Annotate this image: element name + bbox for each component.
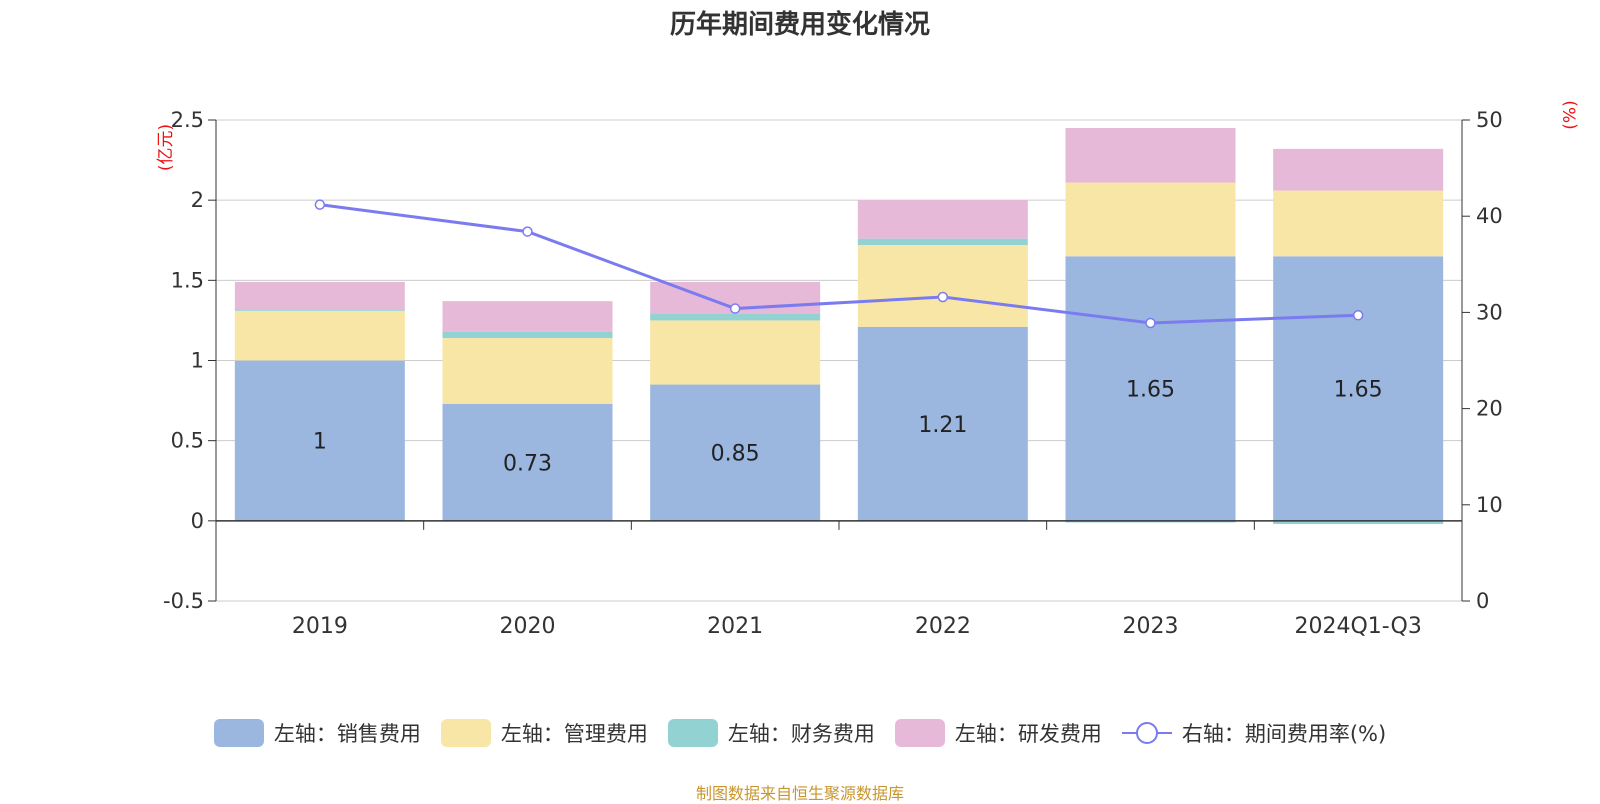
bar-segment-sales	[1065, 256, 1236, 521]
expense-rate-point	[729, 303, 741, 314]
bar-segment-sales	[1273, 256, 1444, 521]
legend-item-admin[interactable]: 左轴：管理费用	[440, 718, 648, 748]
left-axis-tick-label: 2.5	[171, 108, 204, 132]
expense-rate-point	[314, 199, 326, 210]
legend-label-rd: 左轴：研发费用	[954, 722, 1102, 746]
expense-rate-point	[937, 291, 949, 303]
legend-swatch-rd	[894, 719, 945, 747]
bar-segment-rd	[234, 281, 405, 310]
bar-segment-rd	[857, 200, 1028, 239]
bar-segment-admin	[442, 338, 613, 404]
legend-item-finance[interactable]: 左轴：财务费用	[667, 718, 875, 748]
left-axis-tick-label: 0.5	[171, 429, 204, 453]
left-axis-tick-label: 1	[191, 349, 204, 373]
bar-segment-admin	[857, 245, 1028, 327]
legend-item-rd[interactable]: 左轴：研发费用	[894, 718, 1102, 748]
bar-segment-finance	[1273, 520, 1444, 525]
expense-rate-line	[319, 203, 1359, 325]
left-axis-tick-label: 1.5	[171, 268, 204, 292]
data-label: 0.73	[503, 451, 552, 476]
bar-segment-sales	[442, 403, 613, 521]
bar-segment-finance	[234, 309, 405, 311]
bar-segment-admin	[650, 320, 821, 385]
data-label: 0.85	[711, 442, 760, 467]
legend-item-sales[interactable]: 左轴：销售费用	[213, 718, 421, 748]
legend-label-finance: 左轴：财务费用	[727, 722, 875, 746]
bar-segment-finance	[1065, 520, 1236, 523]
data-source-note: 制图数据来自恒生聚源数据库	[695, 784, 904, 803]
expense-rate-point	[1145, 317, 1156, 329]
bar-segment-sales	[650, 384, 821, 521]
legend-swatch-sales	[213, 719, 264, 747]
x-axis-tick-label: 2024Q1-Q3	[1294, 614, 1421, 639]
bar-segment-finance	[857, 238, 1028, 246]
chart-canvas: -0.5 0 0.5 1 1.5 2 2.5 0 10 20 30 40 50 2019 2020 2021 2…	[163, 108, 1503, 639]
x-axis-tick-label: 2023	[1123, 614, 1179, 639]
bar-segment-finance	[442, 331, 613, 339]
bar-segment-admin	[1273, 190, 1444, 257]
x-axis-tick-label: 2019	[292, 614, 348, 639]
right-axis-tick-label: 20	[1476, 397, 1503, 421]
right-axis-tick-label: 30	[1476, 300, 1503, 324]
right-axis-tick-label: 50	[1476, 108, 1503, 132]
left-axis-tick-label: 0	[191, 509, 204, 533]
x-axis-tick-label: 2021	[707, 614, 763, 639]
left-axis-tick-label: 2	[191, 188, 204, 212]
bar-segment-admin	[1065, 182, 1236, 257]
bar-segment-rd	[1273, 148, 1444, 191]
x-axis-tick-label: 2020	[500, 614, 556, 639]
right-axis-tick-label: 0	[1476, 589, 1489, 613]
legend-line-marker-icon	[1121, 722, 1172, 744]
bar-segment-sales	[857, 326, 1028, 521]
legend-label-expense-rate: 右轴：期间费用率(%)	[1181, 722, 1387, 746]
data-label: 1.21	[918, 413, 967, 438]
legend-swatch-admin	[440, 719, 491, 747]
legend-item-expense-rate[interactable]: 右轴：期间费用率(%)	[1121, 718, 1387, 748]
x-axis-tick-label: 2022	[915, 614, 971, 639]
right-axis-tick-label: 10	[1476, 493, 1503, 517]
data-label: 1.65	[1334, 378, 1383, 403]
bar-segment-admin	[234, 310, 405, 361]
chart-title: 历年期间费用变化情况	[669, 10, 930, 40]
legend-label-admin: 左轴：管理费用	[500, 722, 648, 746]
legend-swatch-finance	[667, 719, 718, 747]
legend: 左轴：销售费用 左轴：管理费用 左轴：财务费用 左轴：研发费用 右轴：期间费用率…	[0, 718, 1600, 748]
data-label: 1	[313, 430, 327, 455]
legend-label-sales: 左轴：销售费用	[273, 722, 421, 746]
expense-rate-point	[1352, 310, 1364, 321]
bar-segment-rd	[442, 301, 613, 332]
expense-rate-point	[522, 226, 533, 237]
bar-segment-sales	[234, 360, 405, 521]
right-axis-tick-label: 40	[1476, 204, 1503, 228]
bar-segment-rd	[1065, 128, 1236, 183]
data-label: 1.65	[1126, 378, 1175, 403]
bar-segment-finance	[650, 314, 821, 321]
left-axis-tick-label: -0.5	[163, 589, 204, 613]
